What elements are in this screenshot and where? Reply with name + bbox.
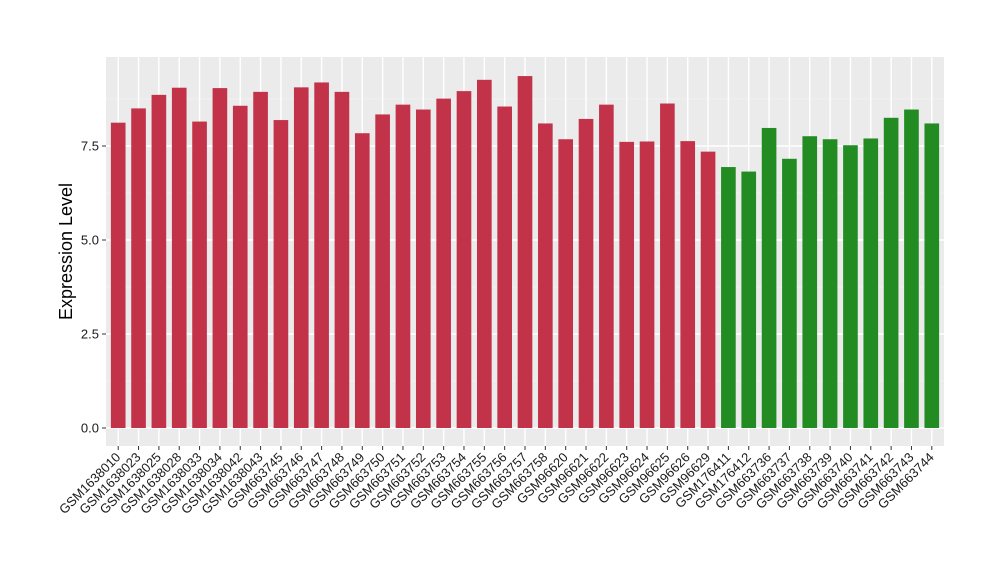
bar-GSM1638033	[192, 121, 207, 428]
bar-GSM1638023	[131, 108, 146, 429]
bar-GSM663743	[904, 109, 919, 428]
bar-GSM176412	[741, 171, 757, 428]
y-axis: 0.0 2.5 5.0 7.5	[81, 139, 106, 436]
bar-GSM663753	[436, 98, 451, 429]
bar-GSM663742	[883, 117, 899, 429]
bar-GSM1638042	[232, 105, 248, 428]
y-tick-label: 2.5	[81, 327, 99, 342]
bar-GSM96620	[558, 139, 574, 428]
bar-GSM663758	[538, 123, 553, 428]
bar-GSM663755	[476, 79, 492, 428]
bar-GSM663757	[517, 76, 533, 429]
y-tick-label: 7.5	[81, 139, 99, 154]
bar-GSM663749	[354, 133, 370, 428]
x-axis: GSM1638010GSM1638023GSM1638025GSM1638028…	[56, 446, 937, 517]
bar-GSM176411	[721, 167, 736, 428]
bar-GSM1638034	[212, 88, 228, 428]
bars	[110, 76, 940, 429]
bar-GSM663741	[863, 138, 879, 429]
bar-GSM1638028	[171, 87, 187, 428]
bar-GSM663754	[456, 91, 472, 428]
bar-GSM663751	[395, 104, 411, 428]
bar-GSM96626	[680, 141, 696, 428]
bar-GSM96621	[578, 118, 594, 428]
bar-GSM1638010	[110, 122, 126, 429]
bar-GSM96629	[700, 151, 716, 428]
bar-GSM663756	[497, 106, 512, 429]
bar-GSM1638025	[151, 94, 167, 428]
bar-GSM663746	[293, 87, 309, 429]
bar-GSM663752	[415, 109, 431, 428]
bar-GSM663744	[924, 123, 940, 428]
bar-GSM663748	[334, 91, 350, 428]
y-tick-label: 0.0	[81, 421, 99, 436]
bar-GSM663738	[802, 136, 818, 428]
bar-GSM1638043	[253, 91, 268, 428]
bar-GSM96623	[619, 141, 635, 428]
y-axis-title: Expression Level	[56, 183, 76, 320]
bar-GSM663750	[375, 114, 390, 428]
y-tick-label: 5.0	[81, 233, 99, 248]
bar-GSM663739	[822, 139, 838, 428]
bar-GSM96624	[639, 141, 655, 428]
bar-GSM663747	[314, 82, 329, 429]
bar-GSM663737	[782, 158, 797, 428]
bar-GSM663745	[273, 120, 289, 428]
bar-GSM96625	[660, 103, 675, 429]
bar-GSM663736	[761, 127, 777, 429]
bar-GSM96622	[599, 104, 614, 428]
bar-GSM663740	[843, 145, 858, 429]
